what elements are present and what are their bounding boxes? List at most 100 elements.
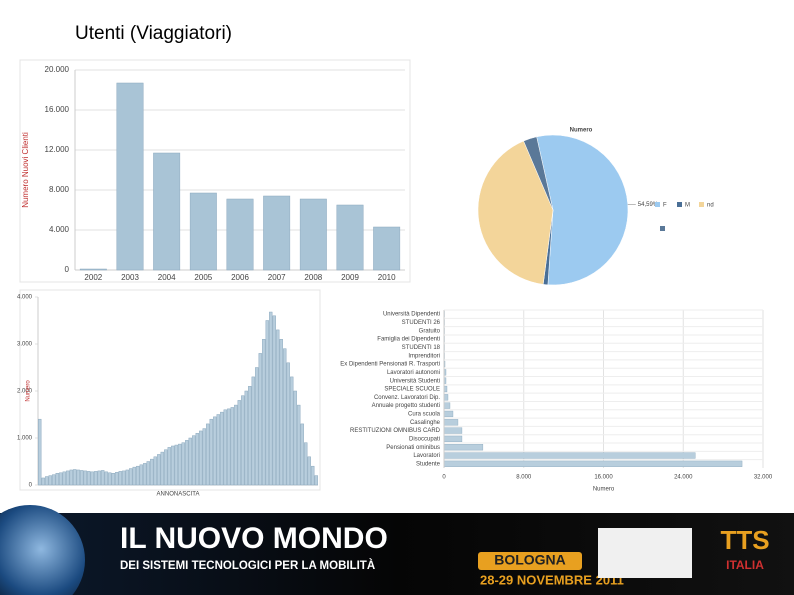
bar: [304, 442, 308, 486]
bar: [443, 419, 459, 426]
y-tick-label: Pensionati ominibus: [386, 445, 440, 451]
y-tick-label: Famiglia dei Dipendenti: [377, 337, 440, 343]
x-tick-label: 16.000: [594, 475, 613, 481]
bar: [443, 435, 463, 443]
bar: [136, 465, 140, 486]
y-tick-label: STUDENTI 26: [402, 320, 441, 326]
bar: [311, 465, 315, 486]
bar: [237, 400, 241, 486]
bar: [79, 268, 107, 271]
bar: [108, 472, 112, 486]
bar: [189, 192, 217, 271]
bar: [279, 339, 283, 486]
bar: [41, 477, 45, 486]
bar: [206, 423, 210, 486]
bar: [244, 390, 248, 486]
y-tick-label: 12.000: [45, 145, 70, 154]
bar: [87, 471, 91, 486]
x-tick-label: 0: [442, 475, 446, 481]
bar: [290, 376, 294, 486]
y-tick-label: Università Studenti: [390, 378, 440, 384]
y-tick-label: Imprenditori: [408, 353, 440, 359]
bar: [122, 470, 126, 486]
logo-sub: ITALIA: [726, 558, 764, 572]
banner-dates: 28-29 NOVEMBRE 2011: [480, 572, 624, 587]
y-tick-label: Gratuito: [419, 328, 441, 334]
bar: [336, 204, 364, 271]
bar: [220, 411, 224, 486]
bar: [443, 410, 454, 418]
bar: [45, 476, 49, 486]
bar: [276, 329, 280, 486]
y-axis-label: Numero Nuovi Clienti: [21, 132, 30, 208]
bar: [83, 470, 87, 486]
legend-label: M: [685, 203, 690, 209]
y-tick-label: STUDENTI 18: [402, 345, 441, 351]
bar: [90, 471, 94, 486]
bar: [443, 402, 451, 409]
bar: [164, 449, 168, 486]
bar: [272, 315, 276, 486]
bar: [150, 458, 154, 486]
y-tick-label: Ex Dipendenti Pensionati R. Trasporti: [340, 362, 440, 368]
bar: [97, 470, 101, 486]
bar: [59, 472, 63, 486]
bar: [443, 427, 463, 434]
y-tick-label: Disoccupati: [409, 436, 440, 442]
bar: [443, 452, 696, 459]
bar: [297, 404, 301, 486]
bar: [199, 430, 203, 486]
y-tick-label: Lavoratori autonomi: [387, 370, 440, 376]
bar: [185, 440, 189, 486]
bar: [153, 456, 157, 486]
legend-swatch: [699, 202, 704, 207]
bar: [216, 414, 220, 486]
y-tick-label: 4.000: [17, 295, 33, 301]
bar: [174, 444, 178, 486]
bar: [248, 386, 252, 486]
banner-subline: DEI SISTEMI TECNOLOGICI PER LA MOBILITÀ: [120, 559, 375, 572]
bar: [209, 418, 213, 486]
bar: [241, 395, 245, 486]
y-tick-label: 0: [65, 265, 70, 274]
bar: [104, 471, 108, 486]
y-tick-label: 16.000: [45, 105, 70, 114]
y-tick-label: Annuale progetto studenti: [372, 403, 440, 409]
bar: [139, 464, 143, 486]
bar: [52, 474, 56, 486]
y-tick-label: 2.000: [17, 389, 33, 395]
x-tick-label: 2009: [341, 273, 359, 282]
y-axis-label: Numero: [26, 380, 32, 402]
x-tick-label: 32.000: [754, 475, 773, 481]
x-axis-label: ANNONASCITA: [157, 492, 200, 498]
x-tick-label: 2006: [231, 273, 249, 282]
bar: [300, 423, 304, 486]
bar: [192, 435, 196, 486]
bar: [153, 152, 181, 271]
bar: [160, 451, 164, 486]
y-tick-label: 1.000: [17, 436, 33, 442]
bar: [307, 456, 311, 486]
bar: [263, 195, 291, 271]
bar: [202, 428, 206, 486]
bar: [373, 226, 401, 271]
y-tick-label: 20.000: [45, 65, 70, 74]
legend-label: nd: [707, 203, 714, 209]
chart-frame: [19, 59, 411, 283]
bar: [265, 320, 269, 486]
x-tick-label: 8.000: [516, 475, 532, 481]
y-tick-label: 3.000: [17, 342, 33, 348]
bar: [132, 466, 136, 486]
bar: [443, 460, 743, 467]
bar: [226, 198, 254, 271]
banner: IL NUOVO MONDO DEI SISTEMI TECNOLOGICI P…: [0, 505, 794, 595]
earth: [0, 505, 85, 595]
sponsor-logo: [598, 528, 692, 578]
y-tick-label: 8.000: [49, 185, 70, 194]
bar: [181, 442, 185, 486]
y-tick-label: RESTITUZIONI OMNIBUS CARD: [350, 428, 441, 434]
bar: [55, 473, 59, 486]
city-box: [478, 552, 582, 570]
bar: [48, 475, 52, 486]
